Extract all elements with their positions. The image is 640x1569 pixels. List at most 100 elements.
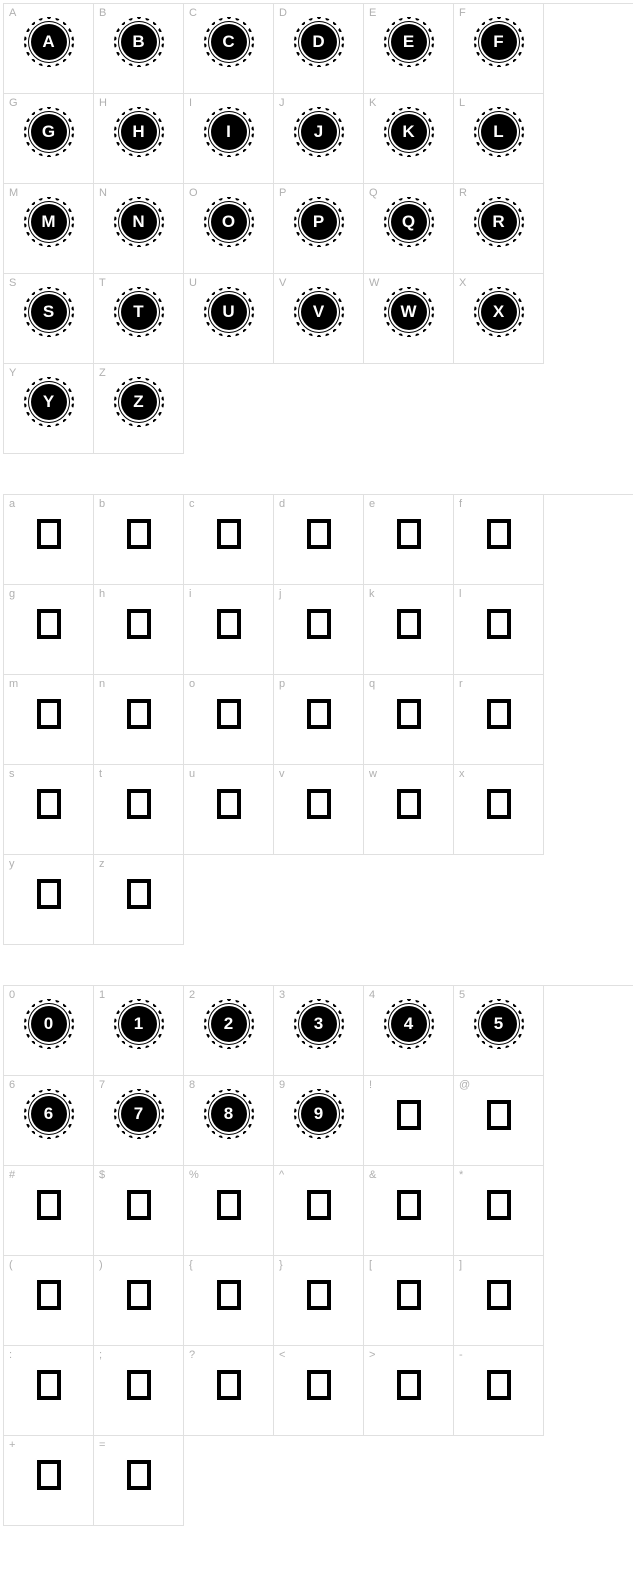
cell-label: b (99, 498, 105, 510)
glyph-preview (397, 695, 421, 729)
glyph-cell: ? (184, 1346, 274, 1436)
cell-label: + (9, 1439, 15, 1451)
glyph-preview (307, 515, 331, 549)
glyph-cell: SS (4, 274, 94, 364)
glyph-cell: ) (94, 1256, 184, 1346)
glyph-preview (397, 1096, 421, 1130)
missing-glyph-icon (397, 789, 421, 819)
badge-letter: D (312, 32, 324, 52)
badge-letter: U (222, 302, 234, 322)
glyph-cell: g (4, 585, 94, 675)
cell-label: q (369, 678, 375, 690)
badge-letter: B (132, 32, 144, 52)
cell-label: = (99, 1439, 105, 1451)
glyph-preview (37, 785, 61, 819)
character-map-root: AABBCCDDEEFFGGHHIIJJKKLLMMNNOOPPQQRRSSTT… (3, 3, 637, 1526)
cell-label: ) (99, 1259, 103, 1271)
missing-glyph-icon (487, 1100, 511, 1130)
cell-label: 1 (99, 989, 105, 1001)
badge-letter: X (493, 302, 504, 322)
glyph-preview: B (121, 24, 157, 60)
glyph-preview: H (121, 114, 157, 150)
glyph-cell: ] (454, 1256, 544, 1346)
badge-letter: M (41, 212, 55, 232)
cell-label: u (189, 768, 195, 780)
badge-letter: C (222, 32, 234, 52)
glyph-preview: X (481, 294, 517, 330)
cell-label: N (99, 187, 107, 199)
cell-label: @ (459, 1079, 470, 1091)
glyph-preview (37, 515, 61, 549)
glyph-cell: - (454, 1346, 544, 1436)
missing-glyph-icon (127, 609, 151, 639)
cell-label: W (369, 277, 379, 289)
glyph-preview (37, 605, 61, 639)
missing-glyph-icon (397, 1280, 421, 1310)
missing-glyph-icon (217, 1190, 241, 1220)
glyph-cell: j (274, 585, 364, 675)
cell-label: s (9, 768, 15, 780)
cell-label: R (459, 187, 467, 199)
glyph-preview (127, 695, 151, 729)
glyph-preview (37, 1456, 61, 1490)
badge-letter: 2 (224, 1014, 233, 1034)
cell-label: 8 (189, 1079, 195, 1091)
glyph-cell: @ (454, 1076, 544, 1166)
glyph-cell: ^ (274, 1166, 364, 1256)
badge-icon: J (301, 114, 337, 150)
missing-glyph-icon (37, 1460, 61, 1490)
badge-icon: 6 (31, 1096, 67, 1132)
glyph-preview (397, 1276, 421, 1310)
missing-glyph-icon (127, 1280, 151, 1310)
glyph-cell: i (184, 585, 274, 675)
glyph-cell: + (4, 1436, 94, 1526)
glyph-cell: f (454, 495, 544, 585)
cell-label: T (99, 277, 106, 289)
badge-letter: I (226, 122, 231, 142)
badge-letter: 3 (314, 1014, 323, 1034)
glyph-preview: R (481, 204, 517, 240)
glyph-preview: V (301, 294, 337, 330)
glyph-preview: C (211, 24, 247, 60)
glyph-cell: } (274, 1256, 364, 1346)
cell-label: $ (99, 1169, 105, 1181)
missing-glyph-icon (487, 1370, 511, 1400)
glyph-cell: 44 (364, 986, 454, 1076)
glyph-cell: 99 (274, 1076, 364, 1166)
cell-label: B (99, 7, 106, 19)
section-lowercase: abcdefghijklmnopqrstuvwxyz (3, 494, 637, 945)
glyph-preview (217, 1276, 241, 1310)
cell-label: [ (369, 1259, 372, 1271)
badge-letter: G (42, 122, 55, 142)
cell-label: c (189, 498, 195, 510)
glyph-cell: 33 (274, 986, 364, 1076)
glyph-cell: v (274, 765, 364, 855)
missing-glyph-icon (37, 1370, 61, 1400)
glyph-preview (127, 1366, 151, 1400)
cell-label: Q (369, 187, 378, 199)
glyph-preview: W (391, 294, 427, 330)
badge-letter: L (493, 122, 503, 142)
badge-letter: 0 (44, 1014, 53, 1034)
glyph-preview (127, 605, 151, 639)
glyph-preview: 7 (121, 1096, 157, 1132)
badge-letter: 8 (224, 1104, 233, 1124)
character-grid: 00112233445566778899!@#$%^&*(){}[]:;?<>-… (3, 985, 633, 1526)
cell-label: 9 (279, 1079, 285, 1091)
glyph-cell: ( (4, 1256, 94, 1346)
glyph-preview (487, 1096, 511, 1130)
badge-letter: S (43, 302, 54, 322)
glyph-cell: : (4, 1346, 94, 1436)
badge-icon: B (121, 24, 157, 60)
glyph-cell: LL (454, 94, 544, 184)
glyph-cell: w (364, 765, 454, 855)
glyph-preview: K (391, 114, 427, 150)
glyph-cell: ! (364, 1076, 454, 1166)
cell-label: x (459, 768, 465, 780)
glyph-preview: 1 (121, 1006, 157, 1042)
badge-icon: R (481, 204, 517, 240)
cell-label: O (189, 187, 198, 199)
missing-glyph-icon (307, 519, 331, 549)
missing-glyph-icon (307, 699, 331, 729)
cell-label: G (9, 97, 18, 109)
